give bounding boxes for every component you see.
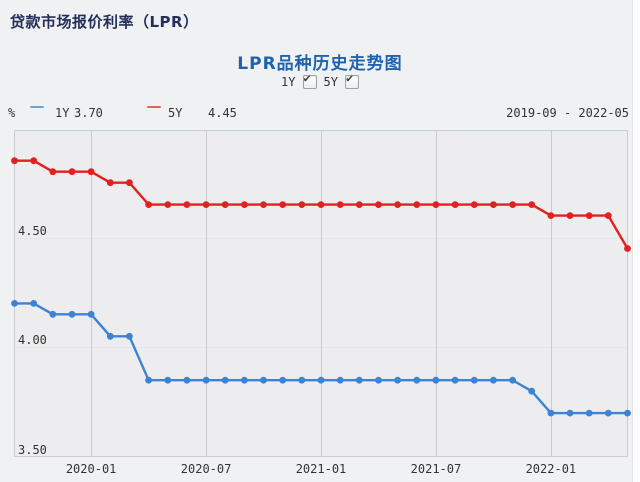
data-point-1y[interactable] (106, 332, 114, 340)
data-point-5y[interactable] (624, 245, 631, 252)
legend-value-1y: 3.70 (74, 106, 103, 120)
data-point-1y[interactable] (375, 376, 382, 384)
toggle-label-5y: 5Y (323, 75, 338, 89)
data-point-1y[interactable] (241, 376, 248, 384)
y-axis-label: 3.50 (18, 443, 47, 457)
data-point-5y[interactable] (604, 212, 612, 219)
legend-label-5y: 5Y (168, 106, 183, 120)
data-point-1y[interactable] (547, 409, 555, 417)
data-point-5y[interactable] (298, 201, 306, 208)
data-point-5y[interactable] (509, 201, 516, 208)
data-point-1y[interactable] (126, 332, 133, 340)
data-point-1y[interactable] (260, 376, 267, 384)
data-point-1y[interactable] (509, 376, 516, 384)
data-point-1y[interactable] (394, 376, 401, 384)
data-point-5y[interactable] (547, 212, 555, 219)
data-point-5y[interactable] (260, 201, 267, 208)
data-point-5y[interactable] (355, 201, 363, 208)
data-point-5y[interactable] (394, 201, 401, 208)
data-point-1y[interactable] (30, 300, 38, 307)
data-point-5y[interactable] (126, 179, 133, 187)
data-point-5y[interactable] (566, 212, 574, 219)
x-axis-label: 2021-01 (295, 462, 347, 476)
data-point-1y[interactable] (11, 300, 18, 307)
data-point-1y[interactable] (202, 376, 210, 384)
data-point-1y[interactable] (528, 387, 536, 395)
data-point-1y[interactable] (49, 310, 57, 318)
data-point-5y[interactable] (106, 179, 114, 187)
data-point-1y[interactable] (145, 376, 153, 384)
data-point-5y[interactable] (11, 157, 18, 165)
data-point-5y[interactable] (145, 201, 153, 208)
data-point-5y[interactable] (528, 201, 536, 208)
x-axis-label: 2020-07 (180, 462, 232, 476)
data-point-5y[interactable] (221, 201, 229, 208)
data-point-5y[interactable] (30, 157, 38, 165)
data-point-5y[interactable] (432, 201, 440, 208)
data-point-5y[interactable] (202, 201, 210, 208)
legend-label-1y: 1Y (55, 106, 70, 120)
data-point-1y[interactable] (451, 376, 459, 384)
data-point-1y[interactable] (87, 310, 95, 318)
data-point-1y[interactable] (68, 310, 76, 318)
data-point-5y[interactable] (87, 168, 95, 176)
x-axis-label: 2020-01 (65, 462, 117, 476)
data-point-1y[interactable] (164, 376, 172, 384)
chart-title: LPR品种历史走势图 (237, 54, 403, 74)
legend-line-1y-icon (30, 106, 44, 108)
data-point-5y[interactable] (336, 201, 344, 208)
y-axis-label: 4.00 (18, 333, 47, 348)
data-point-5y[interactable] (68, 168, 76, 176)
legend-row: % 1Y 3.70 5Y 4.45 2019-09 - 2022-05 (0, 106, 640, 122)
data-point-1y[interactable] (585, 409, 593, 417)
data-point-5y[interactable] (375, 201, 382, 208)
legend-value-5y: 4.45 (208, 106, 237, 120)
date-range-label: 2019-09 - 2022-05 (506, 106, 629, 120)
checkmark-icon: ✔ (345, 71, 354, 85)
data-point-1y[interactable] (624, 409, 631, 417)
y-axis-unit-label: % (8, 106, 16, 120)
toggle-label-1y: 1Y (281, 75, 296, 89)
data-point-5y[interactable] (413, 201, 421, 208)
data-point-5y[interactable] (49, 168, 57, 176)
data-point-1y[interactable] (221, 376, 229, 384)
data-point-5y[interactable] (585, 212, 593, 219)
data-point-1y[interactable] (566, 409, 574, 417)
scrollbar-track[interactable] (632, 0, 640, 482)
data-point-1y[interactable] (279, 376, 287, 384)
data-point-5y[interactable] (279, 201, 287, 208)
data-point-5y[interactable] (317, 201, 325, 208)
data-point-5y[interactable] (490, 201, 497, 208)
data-point-5y[interactable] (241, 201, 248, 208)
series-toggles: 1Y ✔ 5Y ✔ (0, 71, 640, 90)
legend-line-5y-icon (147, 106, 161, 108)
data-point-1y[interactable] (183, 376, 191, 384)
data-point-1y[interactable] (336, 376, 344, 384)
data-point-5y[interactable] (470, 201, 478, 208)
data-point-5y[interactable] (451, 201, 459, 208)
data-point-5y[interactable] (164, 201, 172, 208)
data-point-1y[interactable] (470, 376, 478, 384)
data-point-1y[interactable] (298, 376, 306, 384)
data-point-1y[interactable] (490, 376, 497, 384)
x-axis-label: 2021-07 (410, 462, 462, 476)
data-point-1y[interactable] (413, 376, 421, 384)
page-title: 贷款市场报价利率（LPR） (10, 13, 199, 31)
checkmark-icon: ✔ (303, 71, 311, 85)
data-point-1y[interactable] (355, 376, 363, 384)
data-point-5y[interactable] (183, 201, 191, 208)
toggle-checkbox-5y[interactable]: ✔ (344, 71, 359, 89)
data-point-1y[interactable] (604, 409, 612, 417)
y-axis-label: 4.50 (18, 223, 47, 238)
data-point-1y[interactable] (432, 376, 440, 384)
plot-area (11, 130, 631, 457)
data-point-1y[interactable] (317, 376, 325, 384)
toggle-checkbox-1y[interactable]: ✔ (302, 71, 317, 89)
x-axis-label: 2022-01 (525, 462, 577, 476)
